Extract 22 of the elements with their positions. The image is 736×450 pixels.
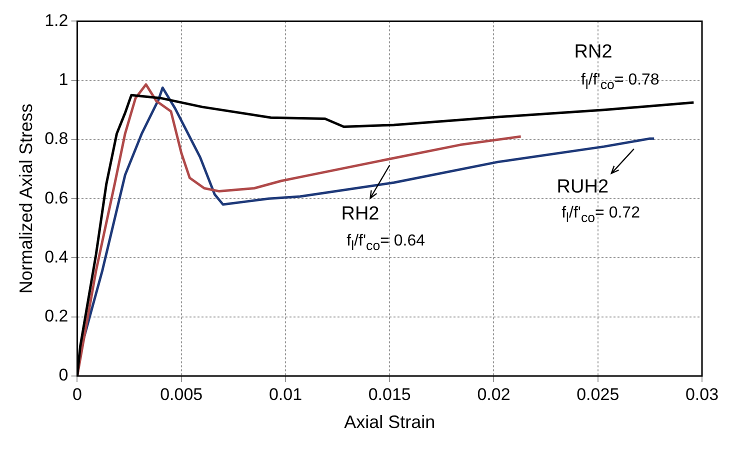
y-tick-label: 1 <box>58 70 68 90</box>
y-axis-title: Normalized Axial Stress <box>16 104 36 294</box>
annotation: RUH2 <box>556 176 609 198</box>
x-tick-label: 0.03 <box>685 384 719 404</box>
x-tick-label: 0.025 <box>576 384 620 404</box>
annotation: f$_{l}$/f'$_{co}$= 0.72 <box>562 204 640 226</box>
y-tick-label: 1.2 <box>44 10 68 30</box>
annotation: RN2 <box>574 42 612 64</box>
x-tick-label: 0.01 <box>268 384 302 404</box>
annotation: f$_{l}$/f'$_{co}$= 0.64 <box>346 232 426 254</box>
y-tick-label: 0 <box>58 366 68 385</box>
x-tick-label: 0 <box>72 384 82 404</box>
x-tick-label: 0.02 <box>477 384 510 404</box>
x-tick-label: 0.005 <box>160 384 203 404</box>
y-tick-label: 0.8 <box>44 129 68 148</box>
y-tick-label: 0.2 <box>44 306 68 326</box>
annotation: f$_{l}$/f'$_{co}$= 0.78 <box>580 71 660 92</box>
x-tick-label: 0.015 <box>368 384 411 404</box>
y-tick-label: 0.6 <box>44 188 68 208</box>
x-axis-title: Axial Strain <box>344 412 436 432</box>
annotation: RH2 <box>341 204 380 226</box>
y-tick-label: 0.4 <box>44 247 68 266</box>
